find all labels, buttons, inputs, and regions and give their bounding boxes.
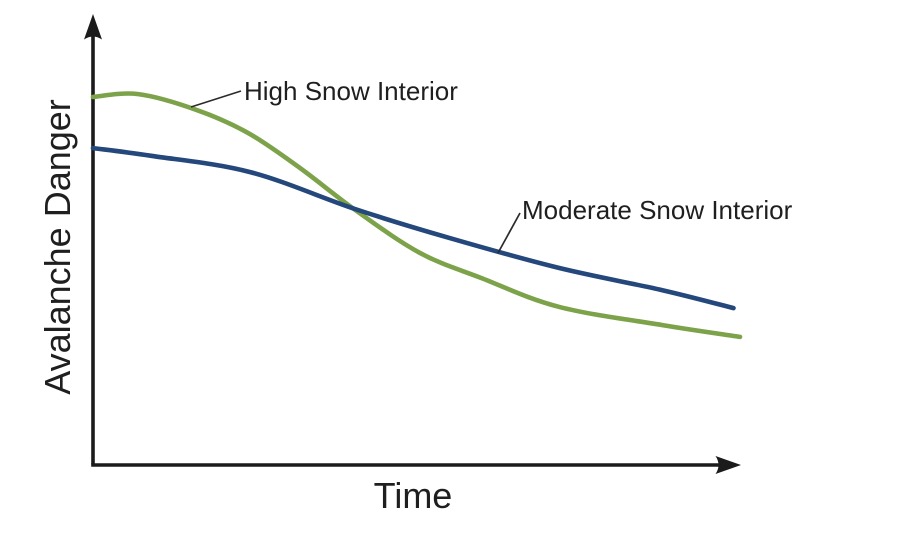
high-snow-interior-curve: [90, 91, 743, 340]
x-axis-label: Time: [373, 475, 453, 516]
moderate-snow-interior-curve: [90, 145, 736, 311]
high-label-leader-line: [190, 90, 242, 108]
high-snow-interior-label: High Snow Interior: [244, 76, 458, 106]
moderate-snow-interior-label: Moderate Snow Interior: [522, 195, 793, 225]
x-axis-arrowhead-icon: [715, 456, 741, 474]
y-axis-arrowhead-icon: [84, 14, 102, 40]
y-axis-label: Avalanche Danger: [37, 99, 78, 395]
moderate-label-leader-line: [497, 212, 521, 254]
